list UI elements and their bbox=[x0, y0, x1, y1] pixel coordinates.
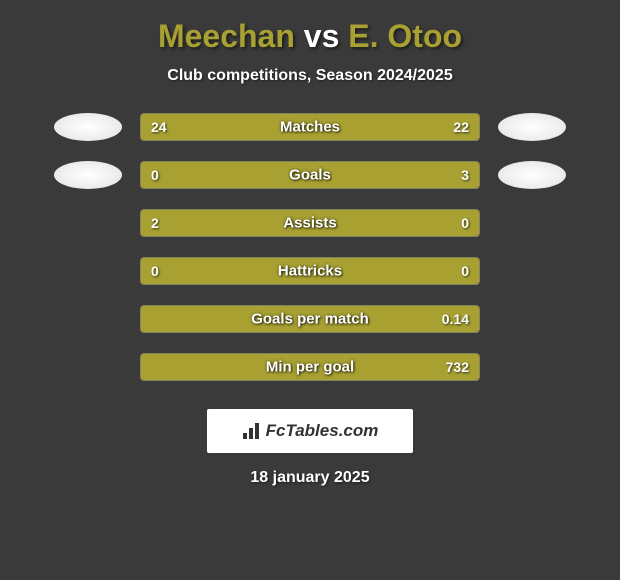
avatar-spacer bbox=[498, 257, 566, 285]
bar-left-fill bbox=[141, 210, 401, 236]
stat-value-right: 22 bbox=[453, 119, 469, 135]
stat-bar: Assists 2 0 bbox=[140, 209, 480, 237]
subtitle: Club competitions, Season 2024/2025 bbox=[167, 67, 452, 85]
stat-value-right: 732 bbox=[446, 359, 469, 375]
date: 18 january 2025 bbox=[250, 469, 369, 487]
logo-box: FcTables.com bbox=[207, 409, 413, 453]
stat-row: Min per goal 732 bbox=[54, 353, 566, 381]
stat-label: Goals per match bbox=[251, 311, 369, 328]
bar-chart-icon bbox=[242, 422, 262, 440]
player1-avatar bbox=[54, 113, 122, 141]
avatar-spacer bbox=[498, 305, 566, 333]
stat-value-right: 3 bbox=[461, 167, 469, 183]
logo: FcTables.com bbox=[242, 421, 379, 441]
stat-bar: Goals 0 3 bbox=[140, 161, 480, 189]
stat-row: Matches 24 22 bbox=[54, 113, 566, 141]
avatar-spacer bbox=[54, 257, 122, 285]
stat-row: Assists 2 0 bbox=[54, 209, 566, 237]
stats-list: Matches2422Goals03Assists20Hattricks00Go… bbox=[54, 113, 566, 401]
stat-row: Goals 0 3 bbox=[54, 161, 566, 189]
player2-avatar bbox=[498, 161, 566, 189]
stat-bar: Goals per match 0.14 bbox=[140, 305, 480, 333]
stat-label: Min per goal bbox=[266, 359, 354, 376]
avatar-spacer bbox=[54, 209, 122, 237]
stat-bar: Hattricks 0 0 bbox=[140, 257, 480, 285]
stat-value-right: 0.14 bbox=[442, 311, 469, 327]
avatar-spacer bbox=[498, 353, 566, 381]
stat-label: Goals bbox=[289, 167, 331, 184]
avatar-spacer bbox=[498, 209, 566, 237]
comparison-infographic: Meechan vs E. Otoo Club competitions, Se… bbox=[0, 0, 620, 497]
stat-row: Goals per match 0.14 bbox=[54, 305, 566, 333]
player2-avatar bbox=[498, 113, 566, 141]
player2-name: E. Otoo bbox=[348, 18, 462, 54]
stat-bar: Min per goal 732 bbox=[140, 353, 480, 381]
stat-value-left: 0 bbox=[151, 167, 159, 183]
stat-value-left: 0 bbox=[151, 263, 159, 279]
stat-value-left: 24 bbox=[151, 119, 167, 135]
stat-bar: Matches 24 22 bbox=[140, 113, 480, 141]
player1-name: Meechan bbox=[158, 18, 295, 54]
stat-label: Assists bbox=[283, 215, 336, 232]
avatar-spacer bbox=[54, 305, 122, 333]
page-title: Meechan vs E. Otoo bbox=[158, 18, 462, 55]
stat-value-left: 2 bbox=[151, 215, 159, 231]
vs-label: vs bbox=[304, 18, 340, 54]
logo-text: FcTables.com bbox=[266, 421, 379, 441]
stat-label: Hattricks bbox=[278, 263, 342, 280]
avatar-spacer bbox=[54, 353, 122, 381]
bar-right-fill bbox=[202, 162, 479, 188]
stat-label: Matches bbox=[280, 119, 340, 136]
stat-row: Hattricks 0 0 bbox=[54, 257, 566, 285]
player1-avatar bbox=[54, 161, 122, 189]
stat-value-right: 0 bbox=[461, 263, 469, 279]
stat-value-right: 0 bbox=[461, 215, 469, 231]
